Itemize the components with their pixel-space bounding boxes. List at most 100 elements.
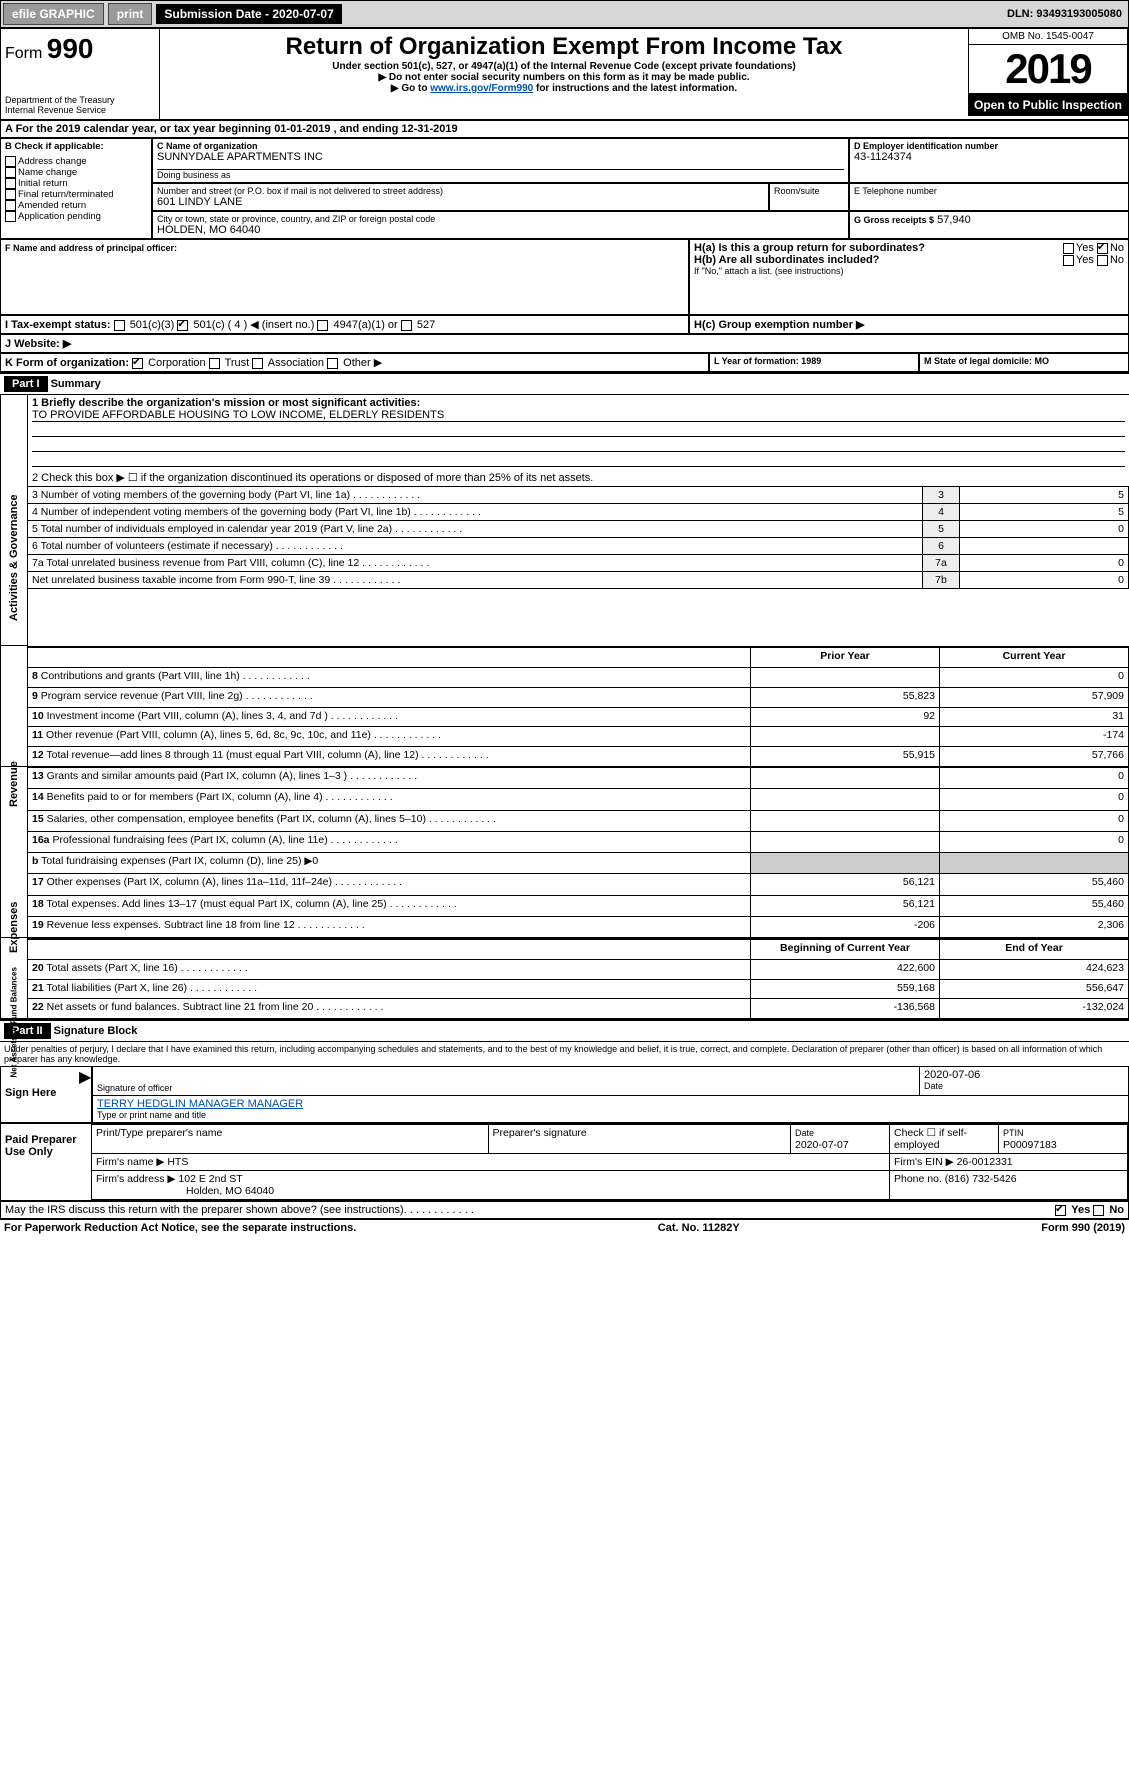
- pra-notice: For Paperwork Reduction Act Notice, see …: [4, 1222, 356, 1234]
- hc-label: H(c) Group exemption number ▶: [689, 315, 1129, 334]
- paid-preparer: Paid Preparer Use Only: [1, 1124, 91, 1200]
- sigoff-label: Signature of officer: [97, 1083, 915, 1093]
- gross-receipts: 57,940: [937, 214, 971, 226]
- b-check-item[interactable]: Address change: [5, 156, 147, 167]
- q1-label: 1 Briefly describe the organization's mi…: [32, 397, 1125, 409]
- dba-label: Doing business as: [157, 169, 844, 180]
- top-toolbar: efile GRAPHIC print Submission Date - 20…: [0, 0, 1129, 28]
- k-o2: Trust: [225, 357, 250, 369]
- b-check-item[interactable]: Final return/terminated: [5, 189, 147, 200]
- irs-label: Internal Revenue Service: [5, 105, 155, 115]
- city-label: City or town, state or province, country…: [157, 214, 844, 224]
- discuss-yes: Yes: [1071, 1204, 1090, 1216]
- i-chk3[interactable]: [317, 320, 328, 331]
- print-button[interactable]: print: [108, 3, 153, 25]
- k-chk1[interactable]: [132, 358, 143, 369]
- omb-number: OMB No. 1545-0047: [968, 29, 1128, 45]
- org-name: SUNNYDALE APARTMENTS INC: [157, 151, 844, 163]
- subtitle-2: ▶ Do not enter social security numbers o…: [164, 72, 964, 83]
- discuss-no: No: [1109, 1204, 1124, 1216]
- m-label: M State of legal domicile: MO: [919, 353, 1129, 372]
- pp-date: 2020-07-07: [795, 1139, 849, 1151]
- line-a: A For the 2019 calendar year, or tax yea…: [0, 120, 1129, 138]
- i-o1: 501(c)(3): [130, 319, 175, 331]
- arrow-icon: ▶: [79, 1067, 93, 1122]
- q1-answer: TO PROVIDE AFFORDABLE HOUSING TO LOW INC…: [32, 409, 1125, 422]
- ha-label: H(a) Is this a group return for subordin…: [694, 242, 925, 254]
- i-chk2[interactable]: [177, 320, 188, 331]
- pp-h5: PTIN: [1003, 1128, 1024, 1138]
- i-o4: 527: [417, 319, 435, 331]
- j-label: J Website: ▶: [0, 334, 1129, 353]
- k-label: K Form of organization:: [5, 357, 129, 369]
- city-value: HOLDEN, MO 64040: [157, 224, 844, 236]
- hb-no[interactable]: No: [1110, 254, 1124, 266]
- discuss-text: May the IRS discuss this return with the…: [5, 1204, 404, 1216]
- date-label: Date: [924, 1081, 1124, 1091]
- open-inspection: Open to Public Inspection: [968, 94, 1128, 116]
- c-label: C Name of organization: [157, 141, 844, 151]
- discuss-no-chk[interactable]: [1093, 1205, 1104, 1216]
- k-o1: Corporation: [148, 357, 205, 369]
- row-2: 2 Check this box ▶ ☐ if the organization…: [28, 469, 1129, 486]
- l-label: L Year of formation: 1989: [709, 353, 919, 372]
- k-chk2[interactable]: [209, 358, 220, 369]
- ptin-value: P00097183: [1003, 1139, 1057, 1151]
- k-chk3[interactable]: [252, 358, 263, 369]
- side-activities: Activities & Governance: [8, 421, 20, 621]
- pp-h2: Preparer's signature: [488, 1125, 790, 1154]
- efile-button[interactable]: efile GRAPHIC: [3, 3, 104, 25]
- room-label: Room/suite: [769, 183, 849, 211]
- form-header: Form 990 Department of the Treasury Inte…: [0, 28, 1129, 120]
- sub3a: ▶ Go to: [391, 83, 430, 94]
- part1-title: Summary: [51, 378, 101, 390]
- b-check-item[interactable]: Amended return: [5, 200, 147, 211]
- h-note: If "No," attach a list. (see instruction…: [694, 266, 1124, 276]
- b-check-item[interactable]: Name change: [5, 167, 147, 178]
- i-o2: 501(c) ( 4 ) ◀ (insert no.): [193, 319, 314, 331]
- tax-year: 2019: [968, 45, 1128, 94]
- firm-addr: Firm's address ▶ 102 E 2nd ST: [96, 1173, 243, 1185]
- sub3b: for instructions and the latest informat…: [533, 83, 737, 94]
- form-word: Form: [5, 45, 42, 62]
- i-chk1[interactable]: [114, 320, 125, 331]
- part1-bar: Part I: [4, 376, 48, 392]
- ha-yes[interactable]: Yes: [1076, 242, 1094, 254]
- submission-date: Submission Date - 2020-07-07: [156, 4, 341, 24]
- form-number: 990: [47, 33, 94, 64]
- i-o3: 4947(a)(1) or: [334, 319, 398, 331]
- pp-h1: Print/Type preparer's name: [92, 1125, 489, 1154]
- sign-date: 2020-07-06: [924, 1069, 1124, 1081]
- dept-label: Department of the Treasury: [5, 95, 155, 105]
- part2-title: Signature Block: [54, 1025, 138, 1037]
- form990-link[interactable]: www.irs.gov/Form990: [430, 83, 533, 94]
- e-label: E Telephone number: [849, 183, 1129, 211]
- street-address: 601 LINDY LANE: [157, 196, 764, 208]
- k-o3: Association: [268, 357, 324, 369]
- form-footer: Form 990 (2019): [1041, 1222, 1125, 1234]
- declaration: Under penalties of perjury, I declare th…: [0, 1042, 1129, 1066]
- b-check-item[interactable]: Initial return: [5, 178, 147, 189]
- discuss-yes-chk[interactable]: [1055, 1205, 1066, 1216]
- b-header: B Check if applicable:: [1, 139, 151, 154]
- firm-phone: Phone no. (816) 732-5426: [890, 1171, 1128, 1200]
- subtitle-1: Under section 501(c), 527, or 4947(a)(1)…: [164, 61, 964, 72]
- g-label: G Gross receipts $: [854, 215, 934, 225]
- hb-yes[interactable]: Yes: [1076, 254, 1094, 266]
- b-check-item[interactable]: Application pending: [5, 211, 147, 222]
- side-netassets: Net Assets or Fund Balances: [10, 878, 19, 1078]
- pp-h3: Date: [795, 1128, 814, 1138]
- ha-no[interactable]: No: [1110, 242, 1124, 254]
- cat-no: Cat. No. 11282Y: [658, 1222, 740, 1234]
- k-o4: Other ▶: [343, 357, 382, 369]
- dln-label: DLN: 93493193005080: [1001, 8, 1128, 20]
- d-label: D Employer identification number: [854, 141, 1124, 151]
- addr-label: Number and street (or P.O. box if mail i…: [157, 186, 764, 196]
- hb-label: H(b) Are all subordinates included?: [694, 254, 879, 266]
- firm-ein: Firm's EIN ▶ 26-0012331: [890, 1154, 1128, 1171]
- ein-value: 43-1124374: [854, 151, 1124, 163]
- pp-h4[interactable]: Check ☐ if self-employed: [890, 1125, 999, 1154]
- i-chk4[interactable]: [401, 320, 412, 331]
- officer-name[interactable]: TERRY HEDGLIN MANAGER MANAGER: [97, 1098, 1124, 1110]
- k-chk4[interactable]: [327, 358, 338, 369]
